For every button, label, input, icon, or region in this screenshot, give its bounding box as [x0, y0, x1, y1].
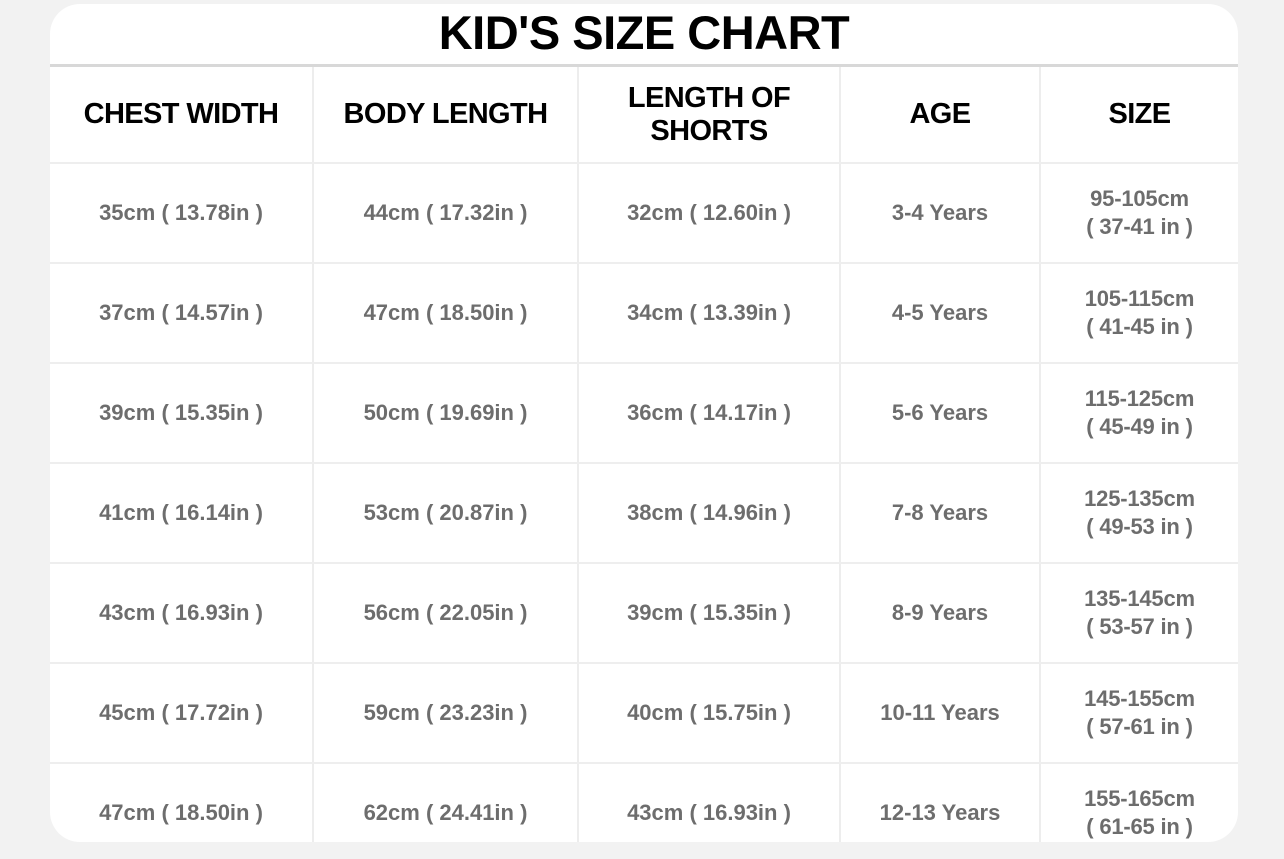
- cell-size-in: ( 57-61 in ): [1086, 714, 1193, 739]
- cell-body-length: 47cm ( 18.50in ): [313, 263, 579, 364]
- cell-body-length: 56cm ( 22.05in ): [313, 563, 579, 664]
- cell-length-of-shorts: 34cm ( 13.39in ): [578, 263, 841, 364]
- column-header-label-line-1: LENGTH OF: [627, 82, 791, 115]
- cell-body-length: 59cm ( 23.23in ): [313, 663, 579, 764]
- size-chart-card: KID'S SIZE CHART CHEST WIDTH BODY LENGTH…: [50, 4, 1238, 842]
- cell-chest-width: 45cm ( 17.72in ): [50, 663, 314, 764]
- cell-chest-width: 41cm ( 16.14in ): [50, 463, 314, 564]
- title-divider: [50, 64, 1238, 67]
- cell-size-cm: 95-105cm: [1090, 185, 1189, 211]
- cell-chest-width: 39cm ( 15.35in ): [50, 363, 314, 464]
- cell-size-in: ( 49-53 in ): [1086, 514, 1193, 539]
- cell-age: 3-4 Years: [840, 163, 1041, 264]
- cell-size-cm: 105-115cm: [1084, 285, 1195, 311]
- cell-length-of-shorts: 39cm ( 15.35in ): [578, 563, 841, 664]
- cell-body-length: 62cm ( 24.41in ): [313, 763, 579, 842]
- column-header-label: CHEST WIDTH: [83, 98, 279, 131]
- cell-size: 155-165cm ( 61-65 in ): [1040, 763, 1238, 842]
- cell-age: 8-9 Years: [840, 563, 1041, 664]
- table-body: 35cm ( 13.78in ) 44cm ( 17.32in ) 32cm (…: [50, 163, 1238, 842]
- cell-length-of-shorts: 32cm ( 12.60in ): [578, 163, 841, 264]
- column-header-label: SIZE: [1108, 98, 1171, 131]
- page-title: KID'S SIZE CHART: [438, 6, 850, 59]
- table-row: 47cm ( 18.50in ) 62cm ( 24.41in ) 43cm (…: [50, 763, 1238, 842]
- cell-size-cm: 155-165cm: [1084, 785, 1195, 811]
- column-header-size: SIZE: [1040, 67, 1238, 164]
- cell-chest-width: 37cm ( 14.57in ): [50, 263, 314, 364]
- cell-age: 7-8 Years: [840, 463, 1041, 564]
- cell-size-cm: 135-145cm: [1084, 585, 1195, 611]
- cell-size: 115-125cm ( 45-49 in ): [1040, 363, 1238, 464]
- cell-size: 105-115cm ( 41-45 in ): [1040, 263, 1238, 364]
- column-header-label-line-2: SHORTS: [650, 114, 768, 147]
- cell-body-length: 50cm ( 19.69in ): [313, 363, 579, 464]
- table-row: 43cm ( 16.93in ) 56cm ( 22.05in ) 39cm (…: [50, 563, 1238, 664]
- cell-size-cm: 125-135cm: [1084, 485, 1195, 511]
- table-header-row: CHEST WIDTH BODY LENGTH LENGTH OF SHORTS…: [50, 67, 1238, 164]
- column-header-chest-width: CHEST WIDTH: [50, 67, 314, 164]
- column-header-length-of-shorts: LENGTH OF SHORTS: [578, 67, 841, 164]
- column-header-label: BODY LENGTH: [343, 98, 549, 131]
- cell-age: 4-5 Years: [840, 263, 1041, 364]
- cell-size-in: ( 41-45 in ): [1086, 314, 1193, 339]
- cell-chest-width: 43cm ( 16.93in ): [50, 563, 314, 664]
- size-table: CHEST WIDTH BODY LENGTH LENGTH OF SHORTS…: [50, 67, 1238, 842]
- cell-size: 95-105cm ( 37-41 in ): [1040, 163, 1238, 264]
- table-header: CHEST WIDTH BODY LENGTH LENGTH OF SHORTS…: [50, 67, 1238, 164]
- cell-size-cm: 145-155cm: [1084, 685, 1195, 711]
- column-header-age: AGE: [840, 67, 1041, 164]
- cell-size: 145-155cm ( 57-61 in ): [1040, 663, 1238, 764]
- table-row: 39cm ( 15.35in ) 50cm ( 19.69in ) 36cm (…: [50, 363, 1238, 464]
- cell-length-of-shorts: 40cm ( 15.75in ): [578, 663, 841, 764]
- cell-size-in: ( 61-65 in ): [1086, 814, 1193, 839]
- cell-age: 12-13 Years: [840, 763, 1041, 842]
- cell-size-in: ( 53-57 in ): [1086, 614, 1193, 639]
- cell-length-of-shorts: 38cm ( 14.96in ): [578, 463, 841, 564]
- cell-length-of-shorts: 43cm ( 16.93in ): [578, 763, 841, 842]
- cell-size-in: ( 45-49 in ): [1086, 414, 1193, 439]
- column-header-label: AGE: [909, 98, 971, 131]
- cell-size: 135-145cm ( 53-57 in ): [1040, 563, 1238, 664]
- table-row: 37cm ( 14.57in ) 47cm ( 18.50in ) 34cm (…: [50, 263, 1238, 364]
- cell-body-length: 44cm ( 17.32in ): [313, 163, 579, 264]
- cell-body-length: 53cm ( 20.87in ): [313, 463, 579, 564]
- cell-chest-width: 35cm ( 13.78in ): [50, 163, 314, 264]
- cell-size: 125-135cm ( 49-53 in ): [1040, 463, 1238, 564]
- table-row: 35cm ( 13.78in ) 44cm ( 17.32in ) 32cm (…: [50, 163, 1238, 264]
- cell-size-in: ( 37-41 in ): [1086, 214, 1193, 239]
- cell-length-of-shorts: 36cm ( 14.17in ): [578, 363, 841, 464]
- cell-size-cm: 115-125cm: [1084, 385, 1195, 411]
- cell-age: 5-6 Years: [840, 363, 1041, 464]
- table-row: 41cm ( 16.14in ) 53cm ( 20.87in ) 38cm (…: [50, 463, 1238, 564]
- cell-age: 10-11 Years: [840, 663, 1041, 764]
- cell-chest-width: 47cm ( 18.50in ): [50, 763, 314, 842]
- column-header-body-length: BODY LENGTH: [313, 67, 579, 164]
- table-row: 45cm ( 17.72in ) 59cm ( 23.23in ) 40cm (…: [50, 663, 1238, 764]
